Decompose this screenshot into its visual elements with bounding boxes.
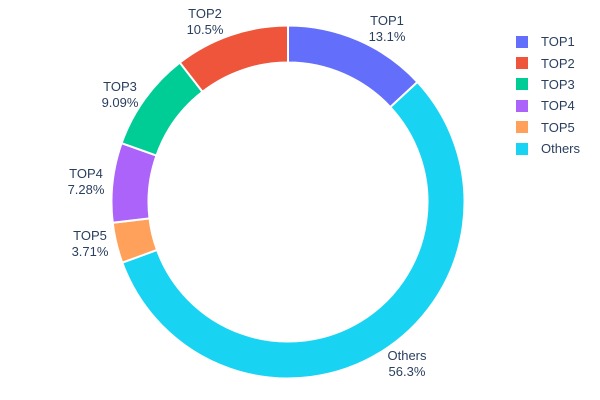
pie-slice-top1[interactable]: [287, 24, 419, 109]
legend-item-top5[interactable]: TOP5: [516, 117, 580, 138]
legend-swatch-top3: [516, 78, 528, 91]
legend-label: TOP3: [541, 76, 575, 92]
legend-swatch-top5: [516, 121, 528, 134]
legend-item-top2[interactable]: TOP2: [516, 52, 580, 73]
pie-slice-top2[interactable]: [178, 24, 289, 93]
legend-label: TOP1: [541, 34, 575, 50]
legend-item-others[interactable]: Others: [516, 138, 580, 159]
legend-label: TOP4: [541, 98, 575, 114]
legend-label: TOP5: [541, 119, 575, 135]
pie-slice-others[interactable]: [121, 81, 466, 380]
legend-swatch-top1: [516, 35, 528, 48]
legend-swatch-others: [516, 142, 528, 155]
pie-slice-top4[interactable]: [110, 142, 158, 224]
legend-swatch-top2: [516, 57, 528, 70]
legend-item-top1[interactable]: TOP1: [516, 31, 580, 52]
legend: TOP1 TOP2 TOP3 TOP4 TOP5 Others: [516, 31, 580, 159]
legend-label: TOP2: [541, 55, 575, 71]
legend-item-top3[interactable]: TOP3: [516, 74, 580, 95]
legend-label: Others: [541, 141, 581, 157]
legend-swatch-top4: [516, 99, 528, 112]
legend-item-top4[interactable]: TOP4: [516, 95, 580, 116]
